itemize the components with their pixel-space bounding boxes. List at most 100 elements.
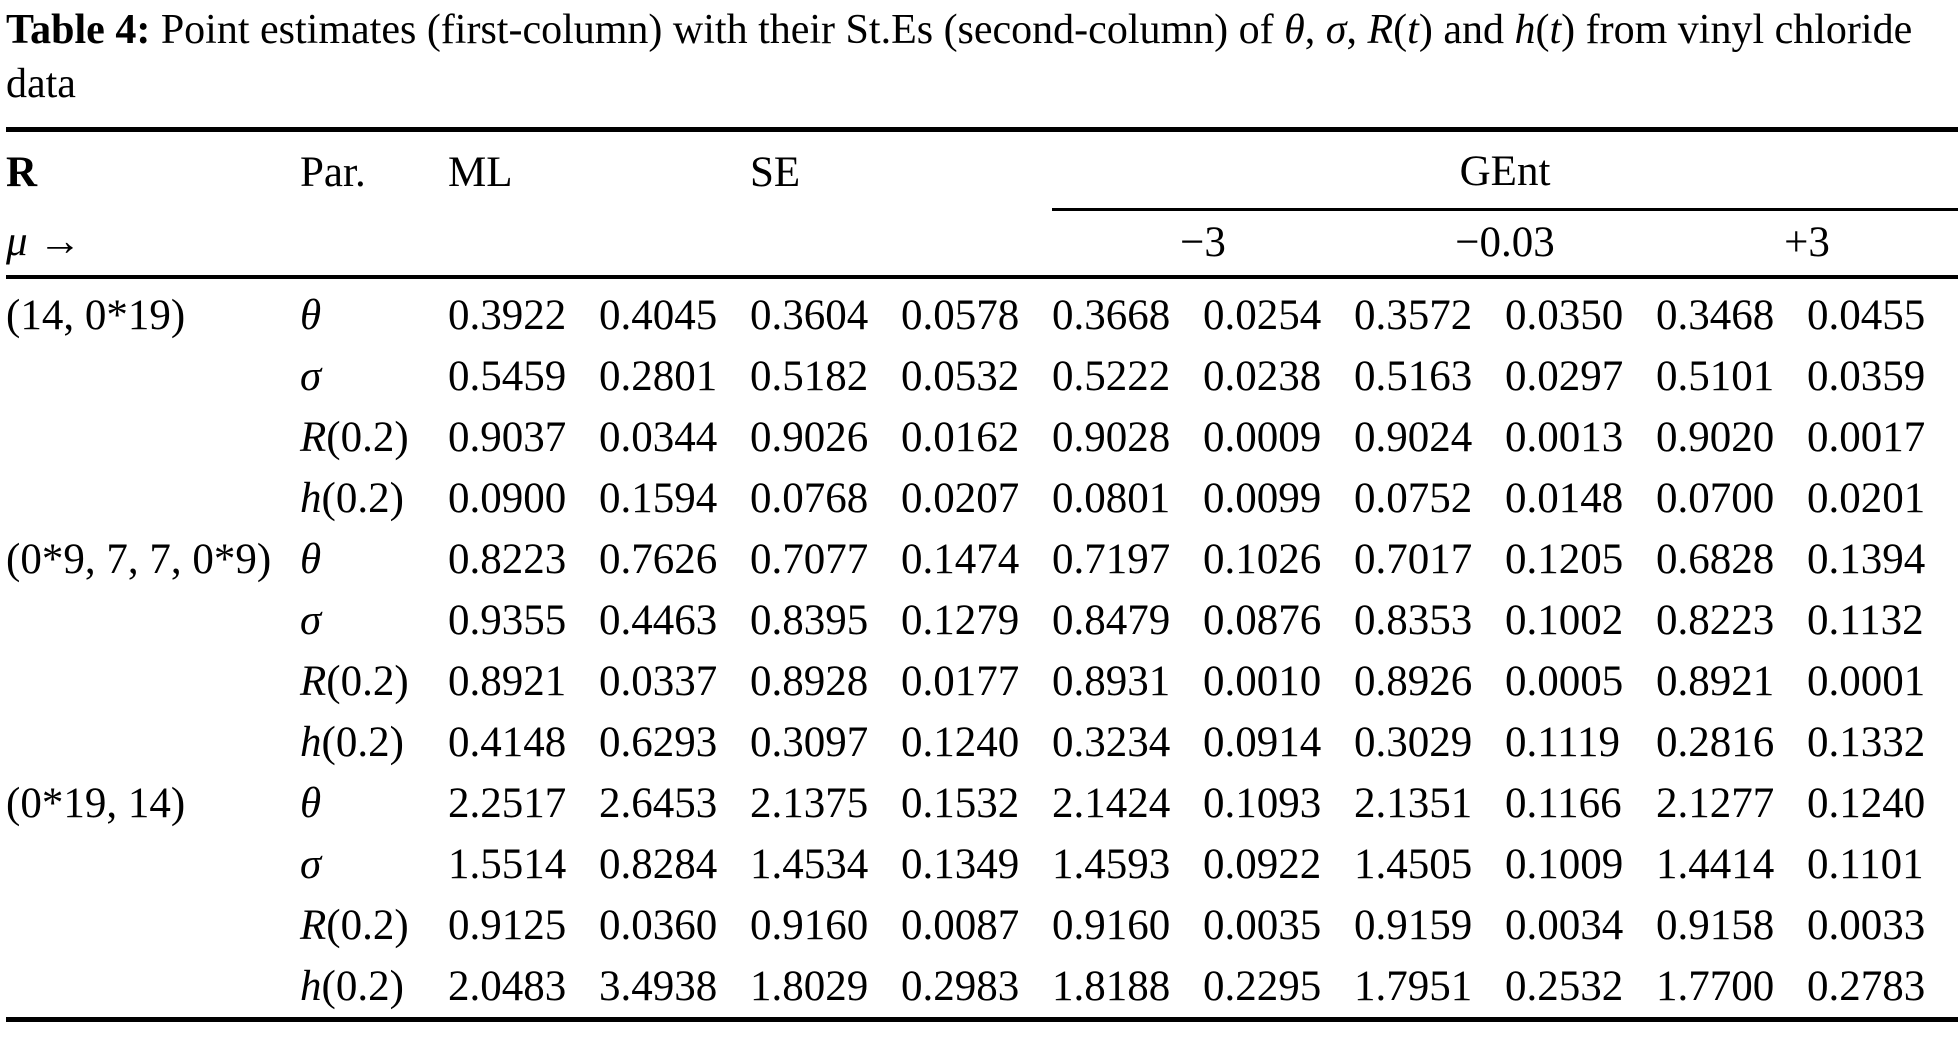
value-cell: 0.1205 bbox=[1505, 535, 1624, 583]
caption-math-symbol: t bbox=[1407, 7, 1419, 53]
value-cell: 0.5163 bbox=[1354, 352, 1473, 400]
table-row: h(0.2) 0.4148 0.6293 0.3097 0.1240 0.3234 0.09… bbox=[6, 712, 1958, 773]
value-cell: 0.9159 bbox=[1354, 901, 1473, 949]
value-cell: 1.7951 bbox=[1354, 962, 1473, 1010]
parameter-symbol: h bbox=[300, 962, 322, 1010]
caption-math-symbol: h bbox=[1514, 7, 1536, 53]
value-cell: 0.4045 bbox=[599, 291, 718, 339]
value-cell: 0.0162 bbox=[901, 413, 1020, 461]
table-row: R(0.2) 0.9125 0.0360 0.9160 0.0087 0.9160 0.00… bbox=[6, 895, 1958, 956]
table-row: h(0.2) 0.0900 0.1594 0.0768 0.0207 0.0801 0.00… bbox=[6, 468, 1958, 529]
censoring-scheme-spacer bbox=[6, 834, 300, 895]
table-row: (14, 0*19) θ 0.3922 0.4045 0.3604 0.0578 0.366… bbox=[6, 277, 1958, 346]
caption-math-symbol: σ bbox=[1325, 7, 1347, 53]
value-cell: 0.7077 bbox=[750, 535, 869, 583]
value-cell: 0.8928 bbox=[750, 657, 869, 705]
value-cell: 0.5101 bbox=[1656, 352, 1775, 400]
value-cell: 0.9020 bbox=[1656, 413, 1775, 461]
parameter-symbol: σ bbox=[300, 352, 322, 400]
value-cell: 2.1277 bbox=[1656, 779, 1775, 827]
parameter-label: h(0.2) bbox=[300, 718, 404, 766]
table-row: σ 1.5514 0.8284 1.4534 0.1349 1.4593 0.0922 1.4… bbox=[6, 834, 1958, 895]
parameter-label: h(0.2) bbox=[300, 962, 404, 1010]
value-cell: 0.1594 bbox=[599, 474, 718, 522]
value-cell: 0.0297 bbox=[1505, 352, 1624, 400]
value-cell: 0.0033 bbox=[1807, 901, 1926, 949]
parameter-label: θ bbox=[300, 773, 448, 834]
value-cell: 0.8353 bbox=[1354, 596, 1473, 644]
value-cell: 0.3097 bbox=[750, 718, 869, 766]
parameter-symbol: σ bbox=[300, 596, 322, 644]
value-cell: 2.1375 bbox=[750, 779, 869, 827]
value-cell: 0.0207 bbox=[901, 474, 1020, 522]
value-cell: 0.6828 bbox=[1656, 535, 1775, 583]
value-cell: 0.0099 bbox=[1203, 474, 1322, 522]
value-cell: 3.4938 bbox=[599, 962, 718, 1010]
value-cell: 0.0034 bbox=[1505, 901, 1624, 949]
value-cell: 0.0344 bbox=[599, 413, 718, 461]
parameter-label: R(0.2) bbox=[300, 413, 409, 461]
value-cell: 0.1002 bbox=[1505, 596, 1624, 644]
parameter-label: σ bbox=[300, 346, 448, 407]
parameter-symbol: R bbox=[300, 413, 327, 461]
value-cell: 0.8223 bbox=[448, 535, 567, 583]
value-cell: 0.0455 bbox=[1807, 291, 1926, 339]
header-row-2: μ → −3 −0.03 +3 bbox=[6, 209, 1958, 279]
parameter-label: θ bbox=[300, 277, 448, 346]
table-row: R(0.2) 0.9037 0.0344 0.9026 0.0162 0.9028 0.00… bbox=[6, 407, 1958, 468]
value-cell: 1.5514 bbox=[448, 840, 567, 888]
table-caption-label: Table 4: bbox=[6, 7, 151, 53]
value-cell: 0.0005 bbox=[1505, 657, 1624, 705]
value-cell: 0.0009 bbox=[1203, 413, 1322, 461]
censoring-scheme-spacer bbox=[6, 651, 300, 712]
value-cell: 0.0532 bbox=[901, 352, 1020, 400]
parameter-label: σ bbox=[300, 834, 448, 895]
value-cell: 0.3922 bbox=[448, 291, 567, 339]
value-cell: 0.3029 bbox=[1354, 718, 1473, 766]
value-cell: 0.9160 bbox=[750, 901, 869, 949]
censoring-scheme-label: (14, 0*19) bbox=[6, 291, 186, 339]
value-cell: 1.4534 bbox=[750, 840, 869, 888]
caption-math-symbol: R bbox=[1367, 7, 1394, 53]
value-cell: 0.0238 bbox=[1203, 352, 1322, 400]
value-cell: 0.8921 bbox=[1656, 657, 1775, 705]
col-header-se: SE bbox=[750, 148, 801, 196]
value-cell: 0.0035 bbox=[1203, 901, 1322, 949]
table-row: R(0.2) 0.8921 0.0337 0.8928 0.0177 0.8931 0.00… bbox=[6, 651, 1958, 712]
caption-text-segment: and bbox=[1432, 7, 1515, 53]
col-header-ml: ML bbox=[448, 148, 513, 196]
value-cell: 0.3572 bbox=[1354, 291, 1473, 339]
caption-text-segment: , bbox=[1304, 7, 1326, 53]
value-cell: 0.0700 bbox=[1656, 474, 1775, 522]
value-cell: 0.0177 bbox=[901, 657, 1020, 705]
value-cell: 1.7700 bbox=[1656, 962, 1775, 1010]
value-cell: 0.9037 bbox=[448, 413, 567, 461]
caption-text-segment: ) bbox=[1561, 7, 1576, 53]
value-cell: 0.5459 bbox=[448, 352, 567, 400]
parameter-symbol: θ bbox=[300, 291, 322, 339]
parameter-symbol: h bbox=[300, 718, 322, 766]
censoring-scheme-spacer bbox=[6, 407, 300, 468]
value-cell: 0.0578 bbox=[901, 291, 1020, 339]
value-cell: 0.0013 bbox=[1505, 413, 1624, 461]
caption-text-segment: from vinyl chloride data bbox=[6, 7, 1913, 107]
parameter-symbol: h bbox=[300, 474, 322, 522]
value-cell: 0.0360 bbox=[599, 901, 718, 949]
value-cell: 0.9024 bbox=[1354, 413, 1473, 461]
value-cell: 2.0483 bbox=[448, 962, 567, 1010]
value-cell: 1.8029 bbox=[750, 962, 869, 1010]
value-cell: 0.1026 bbox=[1203, 535, 1322, 583]
parameter-label: R(0.2) bbox=[300, 657, 409, 705]
caption-text-segment: ( bbox=[1535, 7, 1550, 53]
censoring-scheme-spacer bbox=[6, 712, 300, 773]
value-cell: 0.0922 bbox=[1203, 840, 1322, 888]
value-cell: 0.1009 bbox=[1505, 840, 1624, 888]
parameter-symbol: σ bbox=[300, 840, 322, 888]
value-cell: 0.5182 bbox=[750, 352, 869, 400]
value-cell: 0.1240 bbox=[1807, 779, 1926, 827]
value-cell: 0.7197 bbox=[1052, 535, 1171, 583]
value-cell: 0.8223 bbox=[1656, 596, 1775, 644]
value-cell: 0.0752 bbox=[1354, 474, 1473, 522]
value-cell: 0.3234 bbox=[1052, 718, 1171, 766]
censoring-scheme-label: (0*19, 14) bbox=[6, 779, 186, 827]
